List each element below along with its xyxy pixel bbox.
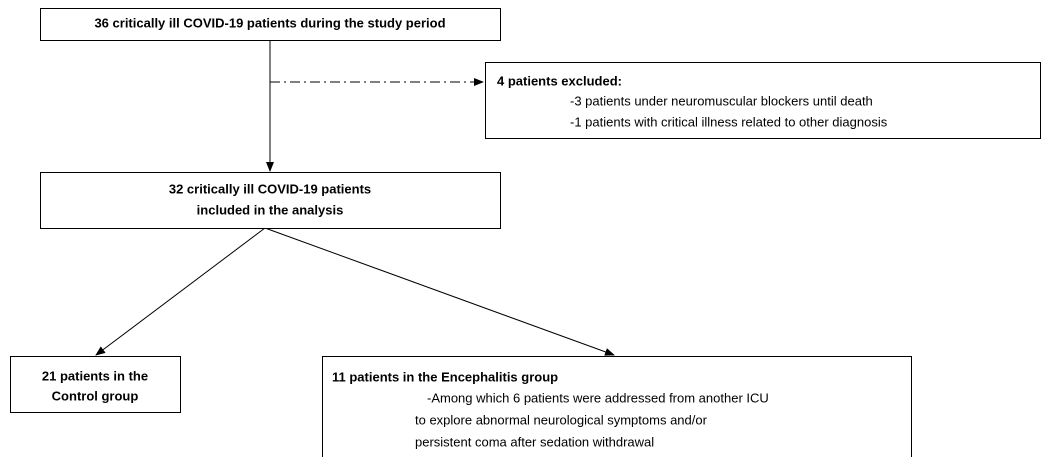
- box-text: persistent coma after sedation withdrawa…: [415, 434, 654, 449]
- box-text: -3 patients under neuromuscular blockers…: [570, 93, 873, 108]
- box-title: 4 patients excluded:: [497, 73, 622, 88]
- box: [322, 356, 912, 457]
- box-text: 36 critically ill COVID-19 patients duri…: [94, 15, 445, 30]
- box-title: 11 patients in the Encephalitis group: [332, 369, 558, 384]
- box: [485, 62, 1041, 139]
- box-text: 21 patients in the: [42, 368, 148, 383]
- box: [40, 8, 501, 41]
- box-text: 32 critically ill COVID-19 patients: [169, 181, 371, 196]
- box-text: Control group: [52, 388, 139, 403]
- box-text: to explore abnormal neurological symptom…: [415, 412, 708, 427]
- box-text: included in the analysis: [197, 202, 344, 217]
- box-text: -1 patients with critical illness relate…: [570, 114, 888, 129]
- arrow: [264, 227, 615, 356]
- box-text: -Among which 6 patients were addressed f…: [427, 390, 769, 405]
- arrow: [95, 227, 266, 356]
- box: [40, 172, 501, 229]
- box: [10, 356, 181, 413]
